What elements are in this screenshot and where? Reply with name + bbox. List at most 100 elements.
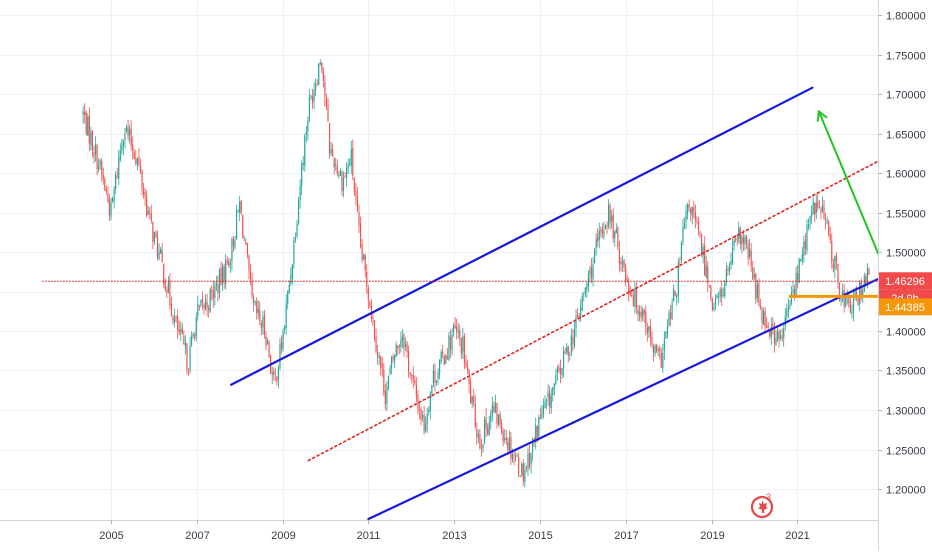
price-candle: [625, 263, 627, 287]
candle-body: [313, 89, 315, 101]
price-candle: [669, 305, 672, 326]
candle-body: [246, 242, 249, 255]
price-candle: [183, 330, 185, 345]
candle-body: [823, 206, 825, 218]
candle-body: [346, 167, 348, 178]
candle-body: [772, 323, 774, 327]
candle-body: [231, 238, 233, 262]
candle-body: [359, 223, 362, 247]
candle-body: [784, 316, 786, 327]
candle-body: [217, 284, 219, 294]
price-candle: [186, 342, 188, 375]
candle-body: [421, 415, 424, 418]
price-candle: [225, 254, 227, 290]
candle-body: [586, 284, 588, 290]
candle-body: [629, 290, 631, 295]
price-candle: [806, 219, 808, 255]
candle-body: [408, 351, 410, 371]
candle-body: [804, 240, 807, 249]
candle-body: [721, 288, 723, 298]
candle-body: [156, 235, 159, 258]
candle-body: [719, 289, 721, 297]
candle-body: [642, 309, 644, 318]
candle-body: [776, 331, 779, 340]
price-candle: [381, 356, 383, 378]
candle-body: [115, 174, 117, 190]
price-candle: [552, 386, 554, 402]
price-candle: [352, 139, 354, 181]
candle-body: [868, 269, 870, 275]
candle-body: [355, 191, 357, 197]
candle-body: [730, 260, 732, 266]
candle-body: [358, 212, 360, 226]
price-candle: [550, 388, 552, 414]
y-tick-label: 1.40000: [886, 327, 926, 339]
price-candle: [549, 385, 551, 414]
price-candle: [824, 213, 827, 230]
candle-body: [821, 204, 824, 212]
candle-body: [736, 239, 738, 241]
candle-body: [415, 384, 417, 397]
candle-body: [107, 193, 109, 202]
price-candle: [817, 194, 819, 212]
candle-body: [852, 294, 855, 313]
candle-body: [290, 276, 292, 284]
price-candle: [668, 309, 670, 327]
price-candle: [714, 294, 717, 310]
price-candle: [465, 355, 467, 369]
price-candle: [553, 383, 555, 396]
price-candle: [704, 236, 706, 277]
candle-body: [570, 335, 572, 353]
price-candle: [282, 328, 284, 352]
upper-channel-line: [230, 86, 814, 386]
price-candle: [617, 225, 619, 251]
candle-body: [316, 83, 318, 84]
price-candle: [811, 205, 813, 225]
price-candle: [259, 301, 261, 326]
price-candle: [513, 452, 515, 466]
price-candle: [319, 59, 321, 66]
price-candle: [456, 318, 458, 340]
candle-body: [273, 371, 275, 375]
price-candle: [435, 379, 438, 386]
price-candle: [324, 75, 326, 107]
candle-body: [364, 255, 366, 271]
candle-body: [611, 215, 613, 221]
price-candle: [567, 345, 569, 363]
candle-body: [125, 126, 128, 132]
candle-body: [297, 199, 300, 224]
price-candle: [581, 292, 583, 312]
price-candle: [386, 380, 388, 412]
price-candle: [789, 300, 791, 310]
candle-body: [735, 238, 737, 239]
candle-body: [135, 157, 137, 164]
candle-body: [493, 405, 495, 412]
price-candle: [479, 428, 481, 450]
price-candle: [311, 89, 314, 110]
candle-body: [454, 324, 456, 328]
candle-body: [690, 208, 692, 214]
candle-body: [378, 355, 380, 359]
candle-body: [285, 303, 287, 328]
candle-body: [676, 295, 678, 298]
candle-body: [457, 331, 459, 333]
x-tick-label: 2013: [442, 530, 466, 542]
price-candle: [618, 241, 621, 272]
candle-body: [649, 325, 652, 338]
price-candle: [339, 167, 342, 176]
candle-body: [634, 288, 636, 308]
price-candle: [804, 233, 807, 256]
candle-body: [510, 437, 512, 459]
price-candle: [448, 331, 450, 361]
candle-body: [773, 328, 776, 344]
candle-body: [414, 379, 416, 384]
price-candle: [648, 325, 650, 338]
candle-body: [727, 269, 729, 271]
candle-body: [471, 396, 473, 405]
candle-body: [299, 186, 301, 201]
price-candle: [620, 257, 622, 273]
price-candle: [510, 431, 512, 466]
candle-body: [553, 383, 555, 389]
price-candle: [621, 255, 624, 272]
candle-body: [178, 329, 180, 333]
